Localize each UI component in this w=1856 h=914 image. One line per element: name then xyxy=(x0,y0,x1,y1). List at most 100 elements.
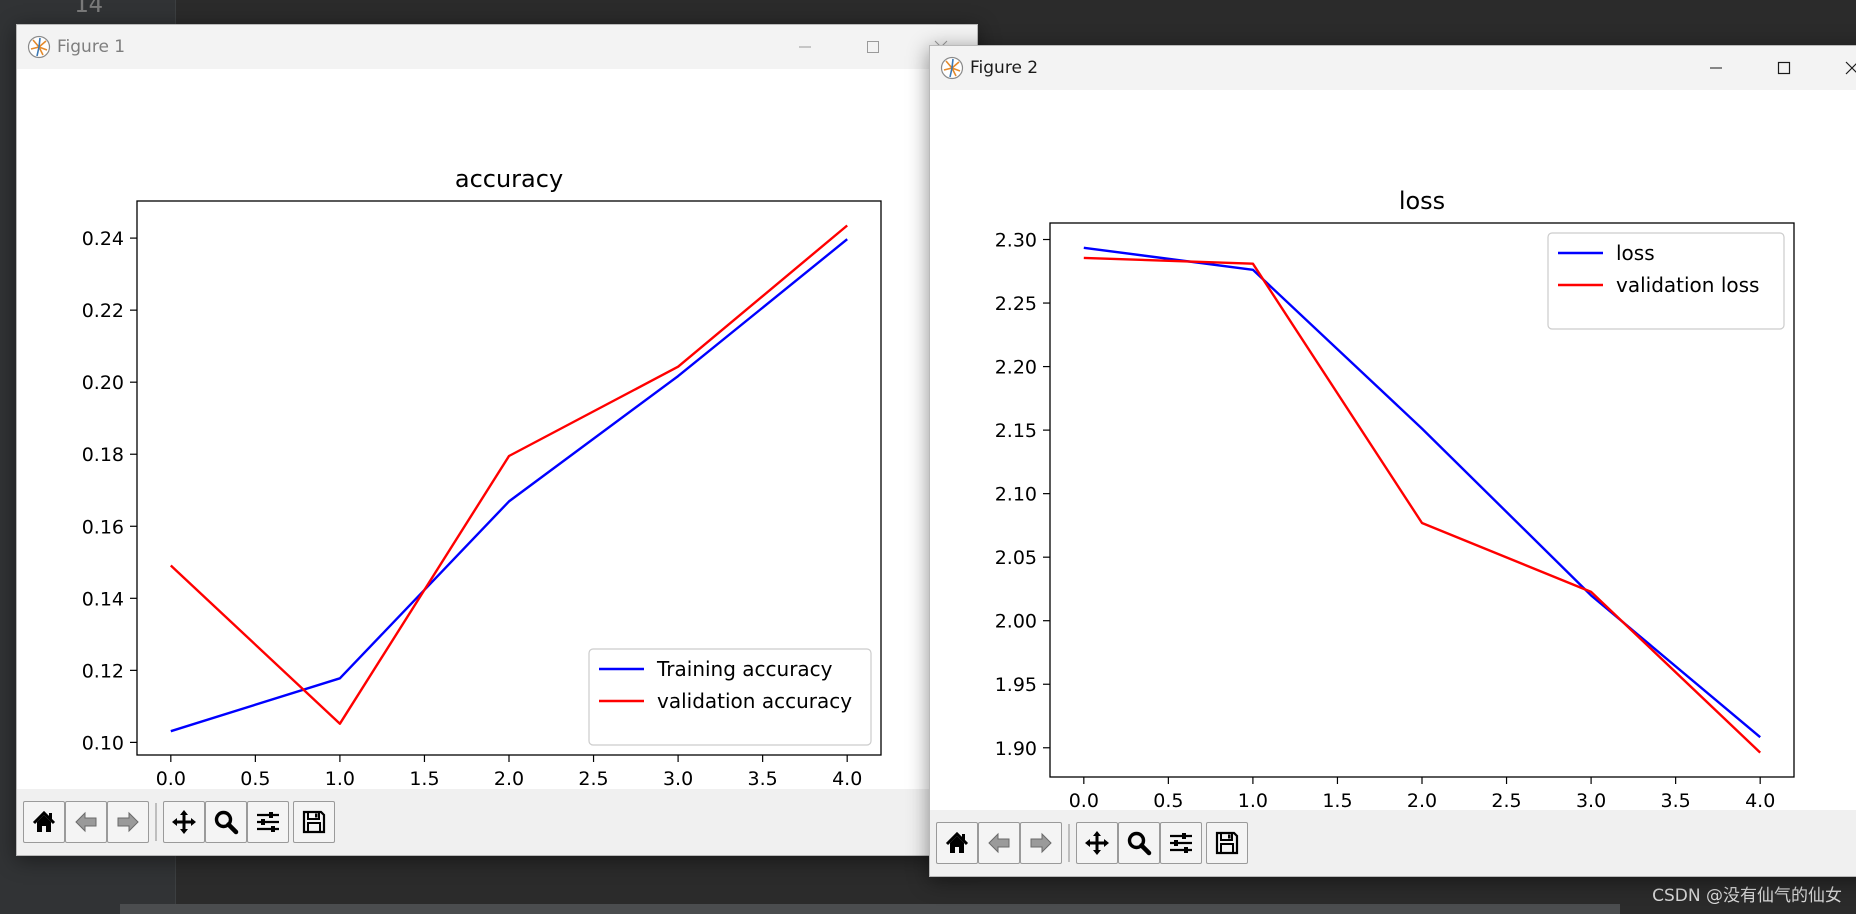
home-tool-button[interactable] xyxy=(936,822,978,864)
figure-2-window: Figure 2 loss 0.0 0.5 1.0 1.5 2.0 2.5 3.0 3.5 4.0… xyxy=(929,45,1856,877)
y-tick-label: 2.10 xyxy=(995,484,1037,506)
legend-box xyxy=(588,648,872,746)
back-tool-button[interactable] xyxy=(65,801,107,843)
x-tick-label: 0.5 xyxy=(240,768,270,789)
y-tick-label: 0.14 xyxy=(82,588,124,610)
legend-label: validation loss xyxy=(1616,273,1759,297)
x-tick-label: 2.0 xyxy=(494,768,524,789)
maximize-button[interactable] xyxy=(1750,46,1818,90)
navigation-toolbar xyxy=(930,810,1856,876)
maximize-icon xyxy=(1777,61,1791,75)
zoom-icon xyxy=(214,810,239,835)
figure-1-window: Figure 1 accuracy 0.0 0.5 1.0 1.5 2.0 2.5 3.0 3.… xyxy=(16,24,978,856)
toolbar-separator xyxy=(1068,824,1070,862)
subplots-tool-button[interactable] xyxy=(247,801,289,843)
watermark: CSDN @没有仙气的仙女 xyxy=(1652,886,1842,906)
x-tick-label: 0.5 xyxy=(1153,790,1183,810)
toolbar-separator xyxy=(155,803,157,841)
y-tick-label: 2.30 xyxy=(995,230,1037,252)
pan-tool-button[interactable] xyxy=(163,801,205,843)
maximize-icon xyxy=(867,41,879,53)
save-icon xyxy=(1215,831,1239,855)
y-tick-label: 2.15 xyxy=(995,420,1037,442)
x-tick-label: 3.0 xyxy=(663,768,693,789)
matplotlib-logo-icon xyxy=(940,56,964,80)
y-tick-label: 0.16 xyxy=(82,516,124,538)
pan-icon xyxy=(172,810,196,834)
y-tick-label: 2.20 xyxy=(995,357,1037,379)
window-title: Figure 1 xyxy=(57,37,126,57)
back-arrow-icon xyxy=(75,811,97,833)
pan-tool-button[interactable] xyxy=(1076,822,1118,864)
chart-title: accuracy xyxy=(455,165,563,193)
zoom-tool-button[interactable] xyxy=(205,801,247,843)
forward-tool-button[interactable] xyxy=(107,801,149,843)
y-tick-label: 1.90 xyxy=(995,738,1037,760)
minimize-button[interactable] xyxy=(1682,46,1750,90)
x-tick-label: 0.0 xyxy=(156,768,186,789)
legend-box xyxy=(1547,232,1785,330)
y-tick-label: 0.24 xyxy=(82,228,124,250)
legend: Training accuracy validation accuracy xyxy=(588,648,872,746)
home-icon xyxy=(945,831,969,853)
back-arrow-icon xyxy=(988,832,1010,854)
ide-horizontal-scrollbar[interactable] xyxy=(120,904,1620,914)
legend-label: validation accuracy xyxy=(657,689,852,713)
chart-title: loss xyxy=(1399,187,1445,215)
x-tick-label: 0.0 xyxy=(1069,790,1099,810)
y-tick-label: 0.12 xyxy=(82,660,124,682)
x-tick-label: 1.5 xyxy=(1322,790,1352,810)
loss-chart: loss 0.0 0.5 1.0 1.5 2.0 2.5 3.0 3.5 4.0 1.90 1.95 2… xyxy=(995,187,1795,812)
y-tick-label: 2.25 xyxy=(995,293,1037,315)
x-tick-label: 3.0 xyxy=(1576,790,1606,810)
y-tick-label: 0.20 xyxy=(82,372,124,394)
x-tick-label: 3.5 xyxy=(748,768,778,789)
x-tick-label: 1.5 xyxy=(409,768,439,789)
subplots-tool-button[interactable] xyxy=(1160,822,1202,864)
figure-2-titlebar[interactable]: Figure 2 xyxy=(930,46,1856,90)
x-tick-label: 2.0 xyxy=(1407,790,1437,810)
zoom-tool-button[interactable] xyxy=(1118,822,1160,864)
close-icon xyxy=(1845,61,1856,75)
legend-label: Training accuracy xyxy=(656,657,833,681)
subplots-icon xyxy=(257,812,279,832)
x-tick-label: 1.0 xyxy=(325,768,355,789)
accuracy-chart: accuracy 0.0 0.5 1.0 1.5 2.0 2.5 3.0 3.5 4.0 0.10 0… xyxy=(82,165,882,790)
series-line-1 xyxy=(169,224,848,725)
y-tick-label: 0.22 xyxy=(82,300,124,322)
legend: loss validation loss xyxy=(1547,232,1785,330)
navigation-toolbar xyxy=(17,789,977,855)
legend-label: loss xyxy=(1616,241,1655,265)
x-tick-label: 4.0 xyxy=(1745,790,1775,810)
zoom-icon xyxy=(1127,831,1152,856)
forward-tool-button[interactable] xyxy=(1020,822,1062,864)
y-tick-label: 1.95 xyxy=(995,674,1037,696)
forward-arrow-icon xyxy=(117,811,139,833)
back-tool-button[interactable] xyxy=(978,822,1020,864)
y-tick-label: 2.05 xyxy=(995,547,1037,569)
figure-canvas[interactable]: accuracy 0.0 0.5 1.0 1.5 2.0 2.5 3.0 3.5 4.0 0.10 0… xyxy=(17,69,977,790)
forward-arrow-icon xyxy=(1030,832,1052,854)
close-button[interactable] xyxy=(1818,46,1856,90)
series-line-0 xyxy=(170,238,848,733)
line-number: 14 xyxy=(74,0,103,18)
maximize-button[interactable] xyxy=(839,25,907,69)
home-tool-button[interactable] xyxy=(23,801,65,843)
save-tool-button[interactable] xyxy=(293,801,335,843)
minimize-icon xyxy=(1710,67,1722,69)
x-tick-label: 2.5 xyxy=(1491,790,1521,810)
series-line-1 xyxy=(1083,256,1762,754)
home-icon xyxy=(32,810,56,832)
figure-canvas[interactable]: loss 0.0 0.5 1.0 1.5 2.0 2.5 3.0 3.5 4.0 1.90 1.95 2… xyxy=(930,90,1856,812)
y-tick-label: 0.10 xyxy=(82,732,124,754)
save-tool-button[interactable] xyxy=(1206,822,1248,864)
y-tick-label: 2.00 xyxy=(995,611,1037,633)
subplots-icon xyxy=(1170,833,1192,853)
minimize-button[interactable] xyxy=(771,25,839,69)
x-tick-label: 3.5 xyxy=(1661,790,1691,810)
figure-1-titlebar[interactable]: Figure 1 xyxy=(17,25,977,69)
y-tick-label: 0.18 xyxy=(82,444,124,466)
save-icon xyxy=(302,810,326,834)
minimize-icon xyxy=(799,46,811,48)
x-tick-label: 2.5 xyxy=(578,768,608,789)
